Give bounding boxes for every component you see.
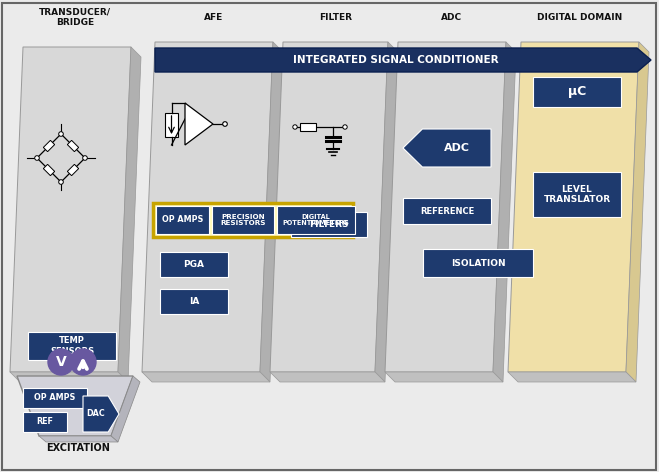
Text: μC: μC [568, 85, 586, 99]
Polygon shape [185, 103, 213, 145]
Text: DIGITAL
POTENTIOMETERS: DIGITAL POTENTIOMETERS [283, 214, 349, 227]
Text: PGA: PGA [183, 260, 204, 269]
Text: INTEGRATED SIGNAL CONDITIONER: INTEGRATED SIGNAL CONDITIONER [293, 55, 499, 65]
Text: EXCITATION: EXCITATION [46, 443, 110, 453]
Polygon shape [508, 372, 636, 382]
Polygon shape [375, 42, 398, 382]
FancyBboxPatch shape [156, 206, 209, 234]
Circle shape [70, 349, 96, 375]
FancyBboxPatch shape [533, 172, 621, 217]
Polygon shape [39, 436, 118, 442]
Polygon shape [10, 47, 131, 372]
Text: REF: REF [36, 418, 53, 427]
Circle shape [82, 156, 87, 160]
Circle shape [293, 125, 297, 129]
Polygon shape [385, 42, 506, 372]
Text: IA: IA [189, 297, 199, 306]
Polygon shape [508, 42, 639, 372]
FancyBboxPatch shape [212, 206, 274, 234]
Polygon shape [142, 42, 273, 372]
Polygon shape [385, 372, 503, 382]
FancyBboxPatch shape [165, 113, 178, 137]
Polygon shape [155, 48, 651, 72]
Text: REFERENCE: REFERENCE [420, 207, 474, 216]
Text: LEVEL
TRANSLATOR: LEVEL TRANSLATOR [544, 185, 610, 204]
FancyBboxPatch shape [23, 388, 87, 408]
Polygon shape [493, 42, 516, 382]
Text: TRANSDUCER/
BRIDGE: TRANSDUCER/ BRIDGE [39, 7, 111, 27]
Polygon shape [142, 372, 270, 382]
Text: FILTERS: FILTERS [309, 220, 349, 229]
Polygon shape [43, 164, 55, 176]
FancyBboxPatch shape [423, 249, 533, 277]
Polygon shape [67, 140, 78, 152]
Circle shape [59, 132, 63, 136]
Polygon shape [260, 42, 283, 382]
Text: ADC: ADC [444, 143, 470, 153]
FancyBboxPatch shape [160, 252, 228, 277]
Circle shape [48, 349, 74, 375]
Polygon shape [118, 47, 141, 382]
Polygon shape [67, 164, 78, 176]
Circle shape [59, 180, 63, 184]
Circle shape [223, 122, 227, 126]
Polygon shape [403, 129, 491, 167]
FancyBboxPatch shape [533, 77, 621, 107]
Polygon shape [43, 140, 55, 152]
Polygon shape [17, 376, 133, 436]
FancyBboxPatch shape [300, 123, 316, 131]
Polygon shape [270, 42, 388, 372]
Polygon shape [83, 396, 119, 432]
FancyBboxPatch shape [291, 212, 367, 237]
Circle shape [35, 156, 40, 160]
Text: ISOLATION: ISOLATION [451, 259, 505, 268]
Text: PRECISION
RESISTORS: PRECISION RESISTORS [220, 214, 266, 227]
FancyBboxPatch shape [23, 412, 67, 432]
Polygon shape [626, 42, 649, 382]
FancyBboxPatch shape [28, 332, 116, 360]
Text: V: V [55, 355, 67, 369]
FancyBboxPatch shape [153, 203, 353, 237]
Text: DIGITAL DOMAIN: DIGITAL DOMAIN [537, 12, 623, 22]
Polygon shape [10, 372, 128, 382]
Text: DAC: DAC [86, 410, 105, 419]
FancyBboxPatch shape [403, 198, 491, 224]
FancyBboxPatch shape [160, 289, 228, 314]
Text: OP AMPS: OP AMPS [162, 216, 203, 225]
Circle shape [343, 125, 347, 129]
Text: OP AMPS: OP AMPS [34, 394, 76, 403]
FancyBboxPatch shape [277, 206, 355, 234]
Polygon shape [270, 372, 385, 382]
Text: FILTER: FILTER [319, 12, 352, 22]
Text: AFE: AFE [204, 12, 223, 22]
Polygon shape [111, 376, 140, 442]
Text: ADC: ADC [442, 12, 463, 22]
Text: TEMP
SENSORS: TEMP SENSORS [50, 337, 94, 355]
